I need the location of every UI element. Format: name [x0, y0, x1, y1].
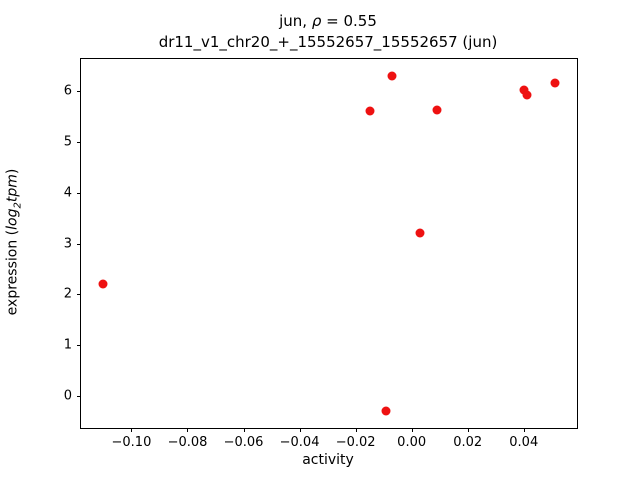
x-tick-label: −0.02	[335, 435, 376, 450]
x-axis-label: activity	[302, 452, 354, 468]
y-tick-mark	[77, 192, 81, 194]
data-point	[98, 279, 108, 289]
data-point	[387, 71, 397, 81]
ylabel-prefix: expression (	[4, 229, 21, 316]
title-rho-symbol: ρ	[311, 12, 322, 30]
y-tick-mark	[77, 395, 81, 397]
data-point	[365, 106, 375, 116]
plot-area: −0.10 −0.08 −0.06 −0.04 −0.02 0.00 0.02 0.04 0 1 2…	[64, 58, 578, 450]
x-tick-mark	[355, 428, 357, 432]
x-tick-mark	[299, 428, 301, 432]
y-tick-label: 2	[63, 286, 72, 302]
title-suffix: = 0.55	[321, 12, 377, 30]
data-point	[432, 105, 442, 115]
y-axis-label: expression (log2tpm)	[5, 169, 24, 316]
x-tick-mark	[131, 428, 133, 432]
data-point	[522, 90, 532, 100]
x-tick-mark	[243, 428, 245, 432]
ylabel-sub2: 2	[12, 202, 24, 209]
y-tick-label: 4	[63, 185, 72, 201]
y-tick-mark	[77, 345, 81, 347]
y-tick-label: 1	[63, 337, 72, 353]
ylabel-tpm: tpm	[4, 174, 21, 203]
title-prefix: jun,	[279, 12, 312, 30]
x-tick-mark	[411, 428, 413, 432]
x-tick-label: 0.00	[397, 435, 427, 450]
y-tick-mark	[77, 243, 81, 245]
chart-title-line1: jun, ρ = 0.55	[80, 12, 576, 30]
y-tick-mark	[77, 91, 81, 93]
x-tick-label: −0.06	[223, 435, 264, 450]
data-point	[381, 406, 391, 416]
y-tick-label: 5	[63, 134, 72, 150]
y-tick-label: 0	[63, 388, 72, 404]
chart-title-line2: dr11_v1_chr20_+_15552657_15552657 (jun)	[158, 33, 498, 51]
data-point	[550, 78, 560, 88]
x-tick-label: −0.10	[111, 435, 152, 450]
ylabel-suffix: )	[4, 168, 21, 175]
y-tick-label: 6	[63, 83, 72, 99]
x-tick-label: 0.04	[509, 435, 539, 450]
y-tick-mark	[77, 141, 81, 143]
x-tick-mark	[523, 428, 525, 432]
x-tick-mark	[187, 428, 189, 432]
data-point	[519, 85, 529, 95]
ylabel-log: log	[4, 208, 21, 230]
x-tick-label: −0.04	[279, 435, 320, 450]
x-tick-label: −0.08	[167, 435, 208, 450]
x-tick-mark	[467, 428, 469, 432]
data-point	[415, 228, 425, 238]
y-tick-mark	[77, 294, 81, 296]
x-tick-label: 0.02	[453, 435, 483, 450]
y-tick-label: 3	[63, 236, 72, 251]
